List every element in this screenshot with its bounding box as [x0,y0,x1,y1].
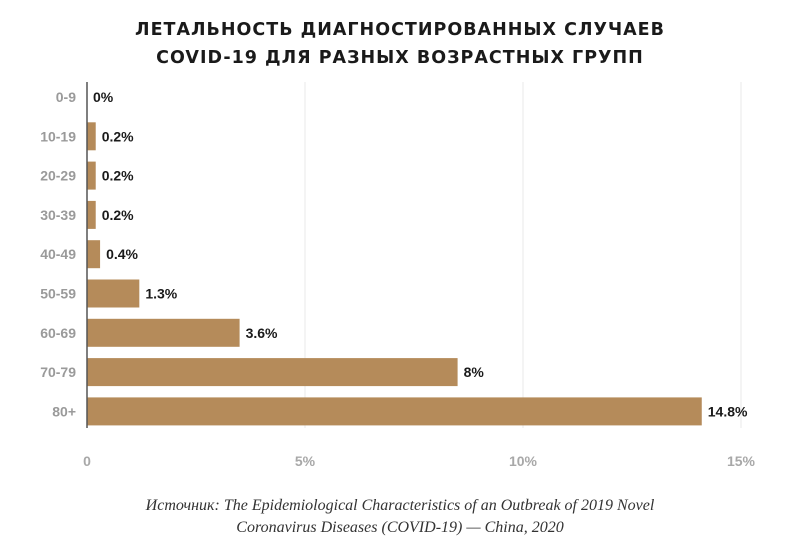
chart-title-line-1: ЛЕТАЛЬНОСТЬ ДИАГНОСТИРОВАННЫХ СЛУЧАЕВ [135,20,665,40]
category-label-60-69: 60-69 [40,325,76,341]
category-label-30-39: 30-39 [40,207,76,223]
category-label-70-79: 70-79 [40,364,76,380]
category-label-10-19: 10-19 [40,128,76,144]
source-caption-line-1: Источник: The Epidemiological Characteri… [145,497,655,514]
value-label-40-49: 0.4% [106,246,138,262]
category-label-20-29: 20-29 [40,168,76,184]
bar-30-39 [87,200,96,229]
bar-50-59 [87,279,140,308]
value-label-50-59: 1.3% [145,286,177,302]
bar-70-79 [87,358,458,387]
value-label-10-19: 0.2% [102,128,134,144]
bar-20-29 [87,161,96,190]
bar-10-19 [87,122,96,151]
value-label-70-79: 8% [464,364,485,380]
category-label-80+: 80+ [52,403,76,419]
chart-title-line-2: COVID-19 ДЛЯ РАЗНЫХ ВОЗРАСТНЫХ ГРУПП [156,48,644,68]
value-label-20-29: 0.2% [102,168,134,184]
bar-40-49 [87,240,101,269]
bar-80+ [87,397,702,426]
value-label-60-69: 3.6% [246,325,278,341]
value-label-30-39: 0.2% [102,207,134,223]
value-label-80+: 14.8% [708,403,748,419]
source-caption: Источник: The Epidemiological Characteri… [0,495,800,539]
category-label-50-59: 50-59 [40,286,76,302]
source-caption-line-2: Coronavirus Diseases (COVID-19) — China,… [236,519,564,536]
x-tick-label-3: 15% [727,453,756,469]
x-tick-label-2: 10% [509,453,538,469]
x-tick-label-0: 0 [83,453,91,469]
bar-60-69 [87,318,240,347]
category-label-40-49: 40-49 [40,246,76,262]
chart-title: ЛЕТАЛЬНОСТЬ ДИАГНОСТИРОВАННЫХ СЛУЧАЕВ CO… [0,16,800,72]
value-label-0-9: 0% [93,89,114,105]
category-label-0-9: 0-9 [56,89,76,105]
x-tick-label-1: 5% [295,453,316,469]
